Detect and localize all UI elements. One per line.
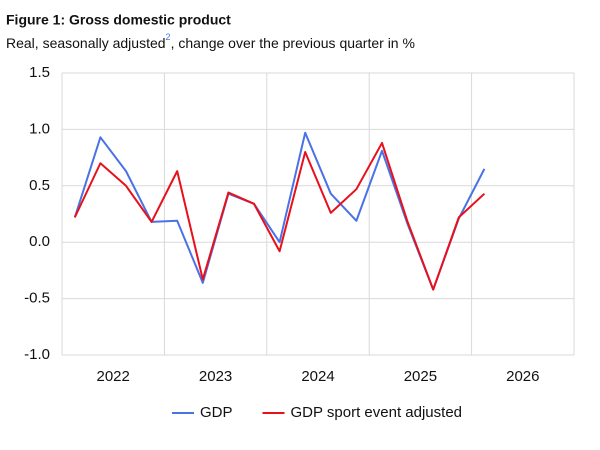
footnote-mark: 2 (166, 32, 171, 42)
y-tick-label: -1.0 (24, 346, 50, 363)
legend-label: GDP (200, 404, 233, 421)
chart-title: Figure 1: Gross domestic product (6, 12, 231, 28)
legend-label: GDP sport event adjusted (291, 404, 463, 421)
chart-subtitle: Real, seasonally adjusted2, change over … (6, 32, 415, 50)
x-tick-label: 2025 (404, 368, 437, 385)
y-tick-label: 1.5 (29, 64, 50, 81)
line-series (73, 141, 486, 291)
subtitle-text: , change over the previous quarter in % (171, 35, 415, 51)
y-tick-label: 0.5 (29, 177, 50, 194)
x-tick-label: 2026 (506, 368, 539, 385)
y-tick-label: 0.0 (29, 233, 50, 250)
line-series (73, 131, 486, 291)
x-tick-label: 2023 (199, 368, 232, 385)
subtitle-text: Real, seasonally adjusted (6, 35, 166, 51)
x-tick-label: 2022 (97, 368, 130, 385)
x-tick-label: 2024 (301, 368, 334, 385)
y-tick-label: 1.0 (29, 120, 50, 137)
y-tick-label: -0.5 (24, 290, 50, 307)
